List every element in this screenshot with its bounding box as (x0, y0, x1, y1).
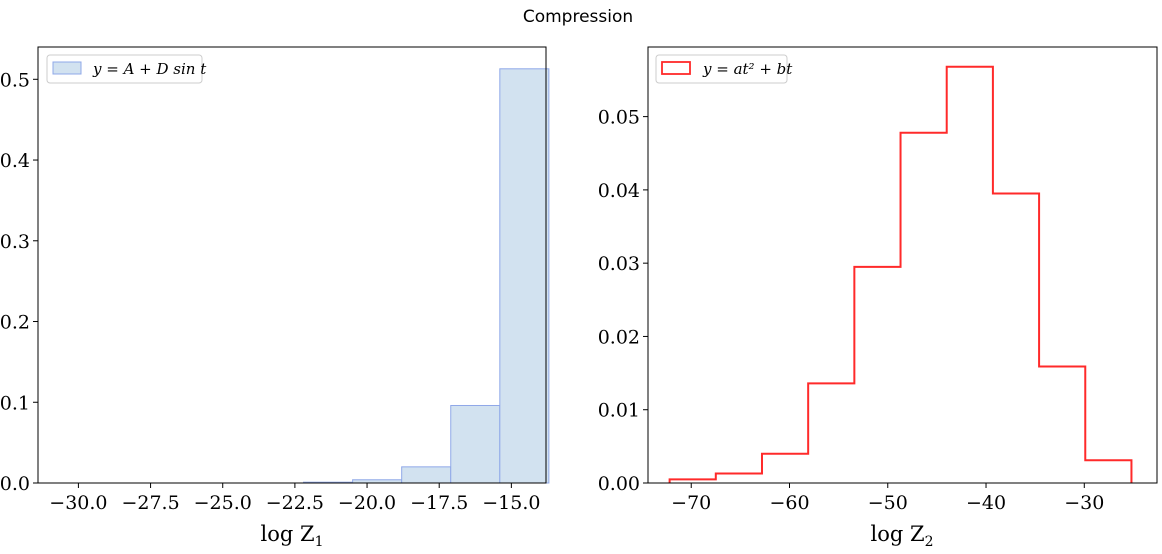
left-y-tick-label: 0.1 (0, 392, 30, 414)
right-x-tick-label: −40 (966, 492, 1006, 514)
right-y-tick-label: 0.00 (598, 473, 640, 495)
figure-title: Compression (523, 7, 633, 27)
left-legend-box (46, 54, 203, 84)
right-y-tick-label: 0.02 (598, 326, 640, 348)
left-x-tick-label: −17.5 (410, 492, 468, 514)
left-axis-ticks: −30.0 −27.5 −25.0 −22.5 −20.0 −17.5 −15.0 0.0 0.… (0, 69, 540, 514)
left-legend-label: y = A + D sin t (92, 60, 207, 78)
right-axis-ticks: −70 −60 −50 −40 −30 0.00 0.01 0.02 0.03 0.04 0.05 (598, 107, 1105, 514)
left-legend-swatch (52, 61, 82, 75)
right-legend-label: y = at² + bt (702, 60, 793, 78)
right-y-tick-label: 0.03 (598, 253, 640, 275)
right-x-axis-label-main: log Z (871, 522, 925, 546)
step-histogram-line (668, 65, 1133, 483)
histogram-bar (401, 466, 452, 484)
right-plot-frame (647, 46, 1158, 484)
left-legend: y = A + D sin t (46, 54, 207, 84)
left-plot-frame (37, 46, 547, 484)
right-x-tick-label: −30 (1064, 492, 1104, 514)
right-x-axis-label-subscript: 2 (925, 534, 934, 550)
left-x-tick-label: −27.5 (121, 492, 179, 514)
left-x-tick-label: −25.0 (194, 492, 252, 514)
left-x-axis-label-subscript: 1 (315, 534, 324, 550)
right-histogram-plot: −70 −60 −50 −40 −300.000.010.020.030.040.05 … (598, 46, 1158, 550)
left-y-tick-label: 0.2 (0, 312, 30, 334)
left-x-axis-label: log Z1 (261, 522, 324, 550)
left-histogram-plot: −30.0 −27.5 −25.0 −22.5 −20.0 −17.5 −15.0 0.0 0.… (0, 46, 550, 550)
left-x-tick-label: −20.0 (338, 492, 396, 514)
left-x-axis-label-main: log Z (261, 522, 315, 546)
left-x-tick-label: −22.5 (266, 492, 324, 514)
right-x-tick-label: −60 (769, 492, 809, 514)
left-x-tick-label: −15.0 (482, 492, 540, 514)
right-y-tick-label: 0.04 (598, 180, 640, 202)
right-x-tick-label: −70 (671, 492, 711, 514)
left-y-tick-label: 0.0 (0, 473, 30, 495)
left-y-tick-label: 0.4 (0, 150, 30, 172)
right-y-tick-label: 0.05 (598, 107, 640, 129)
right-y-tick-label: 0.01 (598, 400, 640, 422)
right-x-tick-label: −50 (868, 492, 908, 514)
right-x-axis-label: log Z2 (871, 522, 934, 550)
right-legend: y = at² + bt (655, 54, 793, 84)
left-y-tick-label: 0.3 (0, 231, 30, 253)
histogram-bar (499, 68, 550, 484)
right-histogram-steps (668, 65, 1133, 483)
left-y-tick-label: 0.5 (0, 69, 30, 91)
right-legend-swatch (661, 61, 691, 75)
histogram-bar (450, 404, 501, 484)
left-x-tick-label: −30.0 (49, 492, 107, 514)
left-histogram-bars (303, 68, 550, 484)
